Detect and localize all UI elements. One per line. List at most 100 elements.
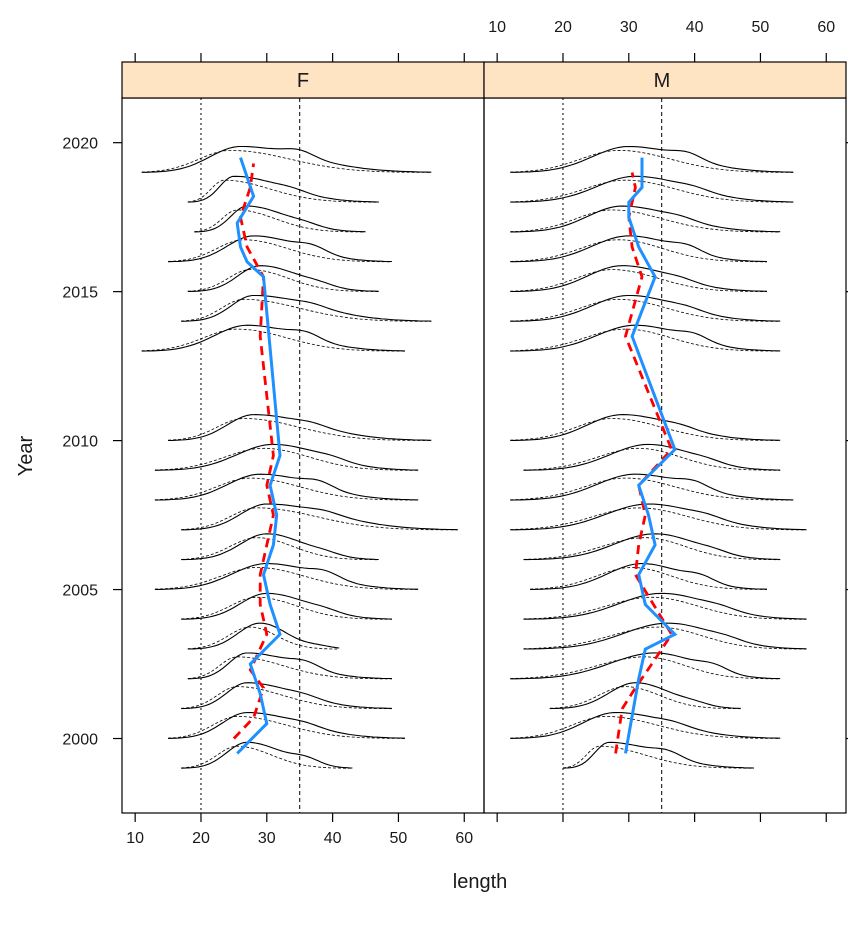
panel-m-density-2019 <box>510 145 794 173</box>
panel-m-density-2017 <box>510 205 781 233</box>
panel-f-density-dashed-2018 <box>187 179 379 203</box>
panel-m-density-dashed-2016 <box>510 239 767 263</box>
panel-m-density-dashed-2013 <box>510 328 781 352</box>
panel-f-density-2002 <box>187 652 392 680</box>
axes: 10 20 30 40 50 60 10 20 30 40 50 60 2000 2005 2010 2015… <box>62 19 848 847</box>
panel-m-mean-solid-line <box>624 157 678 754</box>
panel-f-density-2010 <box>168 414 432 442</box>
x-tick-label-bottom-50: 50 <box>390 830 408 847</box>
panel-f-density-2000 <box>168 711 406 739</box>
panel-f-density-dashed-2013 <box>141 328 406 352</box>
panel-m-density-dashed-2004 <box>523 596 807 620</box>
panel-f-density-dashed-2010 <box>168 418 432 441</box>
x-tick-label-top-60: 60 <box>817 19 835 36</box>
panel-m-density-dashed-2014 <box>510 298 781 322</box>
panel-m-density-2008 <box>510 473 794 501</box>
panel-m-density-2015 <box>510 265 768 293</box>
panel-m-density-dashed-1999 <box>562 745 754 769</box>
panel-m-density-2010 <box>510 414 781 442</box>
panel-f-mean-dashed-line <box>232 163 275 740</box>
panel-m-density-dashed-2017 <box>510 209 781 233</box>
x-tick-label-top-50: 50 <box>752 19 770 36</box>
panel-m-density-2009 <box>523 443 781 471</box>
panel-m-density-dashed-2019 <box>510 149 794 173</box>
x-tick-label-top-30: 30 <box>620 19 638 36</box>
panel-m-density-2018 <box>510 175 794 203</box>
x-tick-label-bottom-10: 10 <box>126 830 144 847</box>
panel-m-plot <box>510 98 807 813</box>
panel-f-density-2015 <box>187 265 379 293</box>
panel-m-density-dashed-2009 <box>523 447 781 471</box>
panel-m-density-dashed-2007 <box>510 507 807 531</box>
panel-f-density-2018 <box>187 175 379 203</box>
panel-m-density-2000 <box>510 711 781 739</box>
panel-f-density-2016 <box>168 235 392 263</box>
y-axis-title: Year <box>15 435 37 476</box>
panel-m-density-dashed-2006 <box>523 537 781 561</box>
panel-m-strip-label: M <box>654 70 671 92</box>
panel-f-density-dashed-2003 <box>187 626 340 650</box>
panel-f-density-dashed-2016 <box>168 239 392 263</box>
y-tick-label-2020: 2020 <box>62 136 98 153</box>
panel-f: F <box>121 61 485 814</box>
panel-m: M <box>483 61 847 814</box>
y-tick-label-2015: 2015 <box>62 285 98 302</box>
panel-m-density-dashed-2010 <box>510 418 781 441</box>
panel-f-density-dashed-2007 <box>181 507 458 531</box>
panel-m-density-1999 <box>562 741 754 769</box>
panel-f-density-2013 <box>141 324 406 352</box>
y-tick-label-2000: 2000 <box>62 732 98 749</box>
panel-f-density-dashed-2014 <box>181 298 432 322</box>
panel-m-density-dashed-2001 <box>549 686 741 710</box>
panel-m-density-dashed-2002 <box>510 656 781 680</box>
panel-m-density-2013 <box>510 324 781 352</box>
panel-f-strip-label: F <box>297 70 309 92</box>
panel-m-density-dashed-2003 <box>523 626 807 650</box>
x-axis-title: length <box>453 871 508 893</box>
panel-f-density-dashed-2017 <box>194 209 366 233</box>
panel-f-density-2001 <box>181 682 392 710</box>
panel-f-density-2008 <box>154 473 419 501</box>
panel-m-density-2004 <box>523 592 807 620</box>
panel-f-mean-solid-line <box>235 157 282 755</box>
panel-f-density-dashed-2015 <box>187 269 379 293</box>
panel-m-density-2001 <box>549 682 741 710</box>
panel-f-density-2019 <box>141 145 432 173</box>
panel-m-density-2005 <box>530 563 768 590</box>
panel-m-density-dashed-2005 <box>530 567 767 590</box>
panel-f-density-1999 <box>181 741 353 769</box>
panel-m-density-2016 <box>510 235 768 263</box>
panel-f-density-dashed-2019 <box>141 149 432 173</box>
panel-f-density-2006 <box>181 533 379 561</box>
panel-f-density-2005 <box>154 563 419 590</box>
panel-f-density-dashed-2009 <box>154 447 419 471</box>
panel-m-density-dashed-2018 <box>510 179 794 203</box>
panel-f-density-2003 <box>187 622 340 650</box>
x-tick-label-top-20: 20 <box>554 19 572 36</box>
panel-m-density-2014 <box>510 294 781 322</box>
x-tick-label-top-40: 40 <box>686 19 704 36</box>
panel-f-density-2017 <box>194 205 366 233</box>
x-tick-label-bottom-20: 20 <box>192 830 210 847</box>
panel-m-strip <box>483 61 847 99</box>
x-tick-label-bottom-30: 30 <box>258 830 276 847</box>
panel-f-density-dashed-2002 <box>187 656 392 680</box>
y-tick-label-2010: 2010 <box>62 434 98 451</box>
panel-m-density-dashed-2000 <box>510 715 781 739</box>
panel-f-density-dashed-1999 <box>181 745 353 769</box>
x-tick-label-top-10: 10 <box>488 19 506 36</box>
panel-f-density-dashed-2000 <box>168 715 406 739</box>
panel-f-density-dashed-2008 <box>154 477 419 501</box>
panel-f-plot <box>141 98 458 813</box>
panel-m-density-dashed-2015 <box>510 269 767 293</box>
y-tick-label-2005: 2005 <box>62 583 98 600</box>
panel-m-mean-dashed-line <box>614 172 674 754</box>
panel-f-density-2007 <box>181 503 458 531</box>
x-tick-label-bottom-40: 40 <box>324 830 342 847</box>
x-tick-label-bottom-60: 60 <box>455 830 473 847</box>
panel-f-strip <box>121 61 485 99</box>
panel-m-density-dashed-2008 <box>510 477 794 501</box>
panel-f-density-2014 <box>181 294 432 322</box>
panel-f-density-dashed-2004 <box>181 596 392 620</box>
